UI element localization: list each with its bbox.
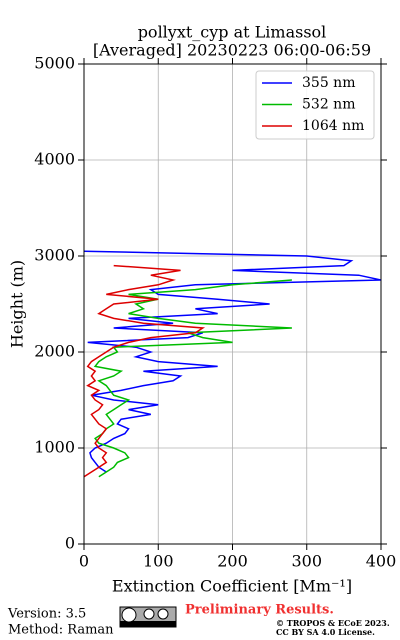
y-tick-label: 3000 (34, 246, 75, 265)
license-badge (119, 606, 177, 628)
x-tick-label: 100 (143, 552, 174, 571)
copyright: © TROPOS & ECoE 2023. (276, 618, 390, 628)
x-tick-label: 0 (79, 552, 89, 571)
legend-label: 355 nm (302, 75, 355, 91)
y-tick-label: 1000 (34, 438, 75, 457)
y-tick-label: 4000 (34, 150, 75, 169)
data-line (84, 264, 206, 478)
legend-label: 1064 nm (302, 118, 364, 134)
x-axis-label: Extinction Coefficient [Mm⁻¹] (112, 577, 352, 596)
method: Method: Raman (8, 623, 114, 638)
legend-label: 532 nm (302, 97, 355, 113)
plot-frame (83, 63, 382, 545)
y-tick-label: 5000 (34, 54, 75, 73)
x-tick-label: 300 (291, 552, 322, 571)
version: Version: 3.5 (7, 607, 86, 622)
legend-box (255, 70, 375, 140)
x-tick-label: 200 (217, 552, 248, 571)
y-axis-label: Height (m) (8, 260, 27, 348)
data-line (84, 250, 381, 473)
data-line (93, 279, 292, 478)
x-tick-label: 400 (366, 552, 397, 571)
chart-title: pollyxt_cyp at Limassol (138, 23, 327, 42)
chart-subtitle: [Averaged] 20230223 06:00-06:59 (93, 41, 371, 60)
y-tick-label: 2000 (34, 342, 75, 361)
y-tick-label: 0 (65, 534, 75, 553)
license: CC BY SA 4.0 License. (276, 627, 375, 637)
status-line: Preliminary Results. (185, 603, 334, 618)
